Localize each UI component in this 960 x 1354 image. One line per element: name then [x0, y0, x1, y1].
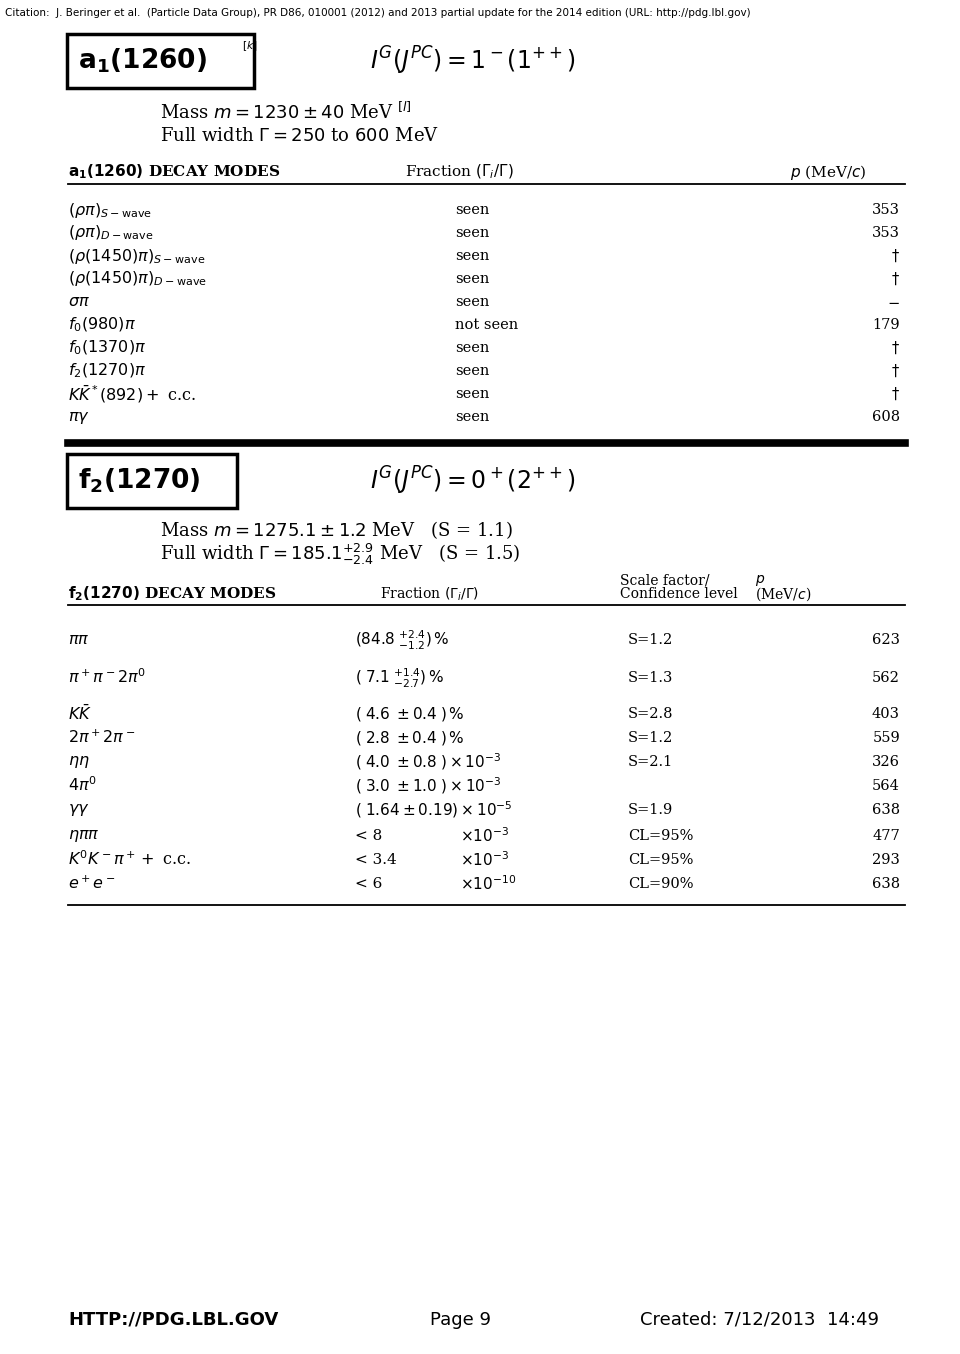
Text: $\eta\eta$: $\eta\eta$	[68, 753, 89, 770]
Text: Full width $\Gamma = 250$ to $600$ MeV: Full width $\Gamma = 250$ to $600$ MeV	[160, 127, 439, 145]
Text: $f_0(980)\pi$: $f_0(980)\pi$	[68, 315, 136, 334]
Text: $\mathbf{a_1(1260)}$ DECAY MODES: $\mathbf{a_1(1260)}$ DECAY MODES	[68, 162, 280, 181]
Text: S=2.8: S=2.8	[628, 707, 674, 720]
Text: 353: 353	[872, 226, 900, 240]
Text: 608: 608	[872, 410, 900, 424]
Text: Page 9: Page 9	[429, 1311, 491, 1330]
Text: $I^G(J^{PC}) = 0^+(2^{++})$: $I^G(J^{PC}) = 0^+(2^{++})$	[370, 464, 575, 497]
Text: Fraction $(\Gamma_i/\Gamma)$: Fraction $(\Gamma_i/\Gamma)$	[380, 585, 479, 603]
Text: $\dagger$: $\dagger$	[891, 363, 900, 379]
Text: $\eta\pi\pi$: $\eta\pi\pi$	[68, 827, 100, 845]
FancyBboxPatch shape	[67, 454, 237, 508]
Text: $f_0(1370)\pi$: $f_0(1370)\pi$	[68, 338, 146, 357]
Text: Full width $\Gamma = 185.1^{+2.9}_{-2.4}$ MeV   (S = 1.5): Full width $\Gamma = 185.1^{+2.9}_{-2.4}…	[160, 542, 520, 566]
FancyBboxPatch shape	[67, 34, 254, 88]
Text: Created: 7/12/2013  14:49: Created: 7/12/2013 14:49	[640, 1311, 879, 1330]
Text: CL=95%: CL=95%	[628, 829, 693, 844]
Text: < 3.4: < 3.4	[355, 853, 396, 867]
Text: Fraction $(\Gamma_i/\Gamma)$: Fraction $(\Gamma_i/\Gamma)$	[405, 162, 514, 181]
Text: $(\rho\pi)_{D-\mathrm{wave}}$: $(\rho\pi)_{D-\mathrm{wave}}$	[68, 223, 154, 242]
Text: $\pi\gamma$: $\pi\gamma$	[68, 409, 90, 425]
Text: $-$: $-$	[887, 295, 900, 309]
Text: $(\;4.0\;\pm 0.8\;)\times 10^{-3}$: $(\;4.0\;\pm 0.8\;)\times 10^{-3}$	[355, 751, 501, 772]
Text: 564: 564	[872, 779, 900, 793]
Text: $\times 10^{-3}$: $\times 10^{-3}$	[460, 827, 509, 845]
Text: not seen: not seen	[455, 318, 518, 332]
Text: $\dagger$: $\dagger$	[891, 340, 900, 356]
Text: seen: seen	[455, 203, 490, 217]
Text: 623: 623	[872, 634, 900, 647]
Text: $\dagger$: $\dagger$	[891, 248, 900, 264]
Text: $\dagger$: $\dagger$	[891, 271, 900, 287]
Text: 326: 326	[872, 756, 900, 769]
Text: seen: seen	[455, 410, 490, 424]
Text: $^{[k]}$: $^{[k]}$	[242, 43, 257, 57]
Text: $\sigma\pi$: $\sigma\pi$	[68, 294, 90, 310]
Text: $\times 10^{-3}$: $\times 10^{-3}$	[460, 850, 509, 869]
Text: S=1.9: S=1.9	[628, 803, 673, 816]
Text: $(\rho(1450)\pi)_{D-\mathrm{wave}}$: $(\rho(1450)\pi)_{D-\mathrm{wave}}$	[68, 269, 207, 288]
Text: $K\bar{K}^*(892)+$ c.c.: $K\bar{K}^*(892)+$ c.c.	[68, 383, 196, 405]
Text: 293: 293	[872, 853, 900, 867]
Text: $(\;4.6\;\pm 0.4\;)\,\%$: $(\;4.6\;\pm 0.4\;)\,\%$	[355, 705, 465, 723]
Text: CL=90%: CL=90%	[628, 877, 693, 891]
Text: S=2.1: S=2.1	[628, 756, 673, 769]
Text: S=1.2: S=1.2	[628, 634, 673, 647]
Text: Citation:  J. Beringer et al.  (Particle Data Group), PR D86, 010001 (2012) and : Citation: J. Beringer et al. (Particle D…	[5, 8, 751, 18]
Text: seen: seen	[455, 341, 490, 355]
Text: 638: 638	[872, 803, 900, 816]
Text: 562: 562	[872, 672, 900, 685]
Text: < 8: < 8	[355, 829, 382, 844]
Text: Mass $m = 1275.1 \pm 1.2$ MeV   (S = 1.1): Mass $m = 1275.1 \pm 1.2$ MeV (S = 1.1)	[160, 519, 513, 540]
Text: $\mathbf{a_1(1260)}$: $\mathbf{a_1(1260)}$	[78, 47, 206, 76]
Text: $p$ (MeV/$c$): $p$ (MeV/$c$)	[790, 162, 867, 181]
Text: $(\;7.1\;^{+1.4}_{-2.7})\,\%$: $(\;7.1\;^{+1.4}_{-2.7})\,\%$	[355, 666, 444, 689]
Text: $2\pi^+2\pi^-$: $2\pi^+2\pi^-$	[68, 730, 135, 746]
Text: $(\;1.64\pm0.19)\times 10^{-5}$: $(\;1.64\pm0.19)\times 10^{-5}$	[355, 800, 513, 821]
Text: $K\bar{K}$: $K\bar{K}$	[68, 704, 92, 723]
Text: S=1.3: S=1.3	[628, 672, 673, 685]
Text: $\mathbf{f_2(1270)}$ DECAY MODES: $\mathbf{f_2(1270)}$ DECAY MODES	[68, 585, 276, 604]
Text: 179: 179	[873, 318, 900, 332]
Text: $(\rho(1450)\pi)_{S-\mathrm{wave}}$: $(\rho(1450)\pi)_{S-\mathrm{wave}}$	[68, 246, 205, 265]
Text: $(\;3.0\;\pm 1.0\;)\times 10^{-3}$: $(\;3.0\;\pm 1.0\;)\times 10^{-3}$	[355, 776, 502, 796]
Text: $p$: $p$	[755, 573, 765, 588]
Text: $K^0K^-\pi^+ +$ c.c.: $K^0K^-\pi^+ +$ c.c.	[68, 850, 191, 869]
Text: S=1.2: S=1.2	[628, 731, 673, 745]
Text: HTTP://PDG.LBL.GOV: HTTP://PDG.LBL.GOV	[68, 1311, 278, 1330]
Text: seen: seen	[455, 226, 490, 240]
Text: $4\pi^0$: $4\pi^0$	[68, 777, 97, 795]
Text: $\times 10^{-10}$: $\times 10^{-10}$	[460, 875, 516, 894]
Text: 353: 353	[872, 203, 900, 217]
Text: seen: seen	[455, 364, 490, 378]
Text: Scale factor/: Scale factor/	[620, 573, 709, 588]
Text: seen: seen	[455, 272, 490, 286]
Text: Mass $m = 1230 \pm 40$ MeV $^{[l]}$: Mass $m = 1230 \pm 40$ MeV $^{[l]}$	[160, 102, 412, 123]
Text: 638: 638	[872, 877, 900, 891]
Text: seen: seen	[455, 249, 490, 263]
Text: $\pi\pi$: $\pi\pi$	[68, 631, 89, 649]
Text: $(\rho\pi)_{S-\mathrm{wave}}$: $(\rho\pi)_{S-\mathrm{wave}}$	[68, 200, 153, 219]
Text: $(84.8\;^{+2.4}_{-1.2})\,\%$: $(84.8\;^{+2.4}_{-1.2})\,\%$	[355, 628, 449, 651]
Text: $e^+e^-$: $e^+e^-$	[68, 875, 115, 892]
Text: $\dagger$: $\dagger$	[891, 386, 900, 402]
Text: 559: 559	[873, 731, 900, 745]
Text: 477: 477	[873, 829, 900, 844]
Text: $(\;2.8\;\pm 0.4\;)\,\%$: $(\;2.8\;\pm 0.4\;)\,\%$	[355, 728, 465, 747]
Text: $\mathbf{f_2(1270)}$: $\mathbf{f_2(1270)}$	[78, 467, 201, 496]
Text: 403: 403	[872, 707, 900, 720]
Text: seen: seen	[455, 387, 490, 401]
Text: < 6: < 6	[355, 877, 382, 891]
Text: seen: seen	[455, 295, 490, 309]
Text: $f_2(1270)\pi$: $f_2(1270)\pi$	[68, 362, 146, 380]
Text: (MeV/$c$): (MeV/$c$)	[755, 585, 811, 603]
Text: $\pi^+\pi^-2\pi^0$: $\pi^+\pi^-2\pi^0$	[68, 669, 146, 688]
Text: $\gamma\gamma$: $\gamma\gamma$	[68, 802, 89, 819]
Text: $I^G(J^{PC}) = 1^-(1^{++})$: $I^G(J^{PC}) = 1^-(1^{++})$	[370, 45, 575, 77]
Text: Confidence level: Confidence level	[620, 588, 737, 601]
Text: CL=95%: CL=95%	[628, 853, 693, 867]
